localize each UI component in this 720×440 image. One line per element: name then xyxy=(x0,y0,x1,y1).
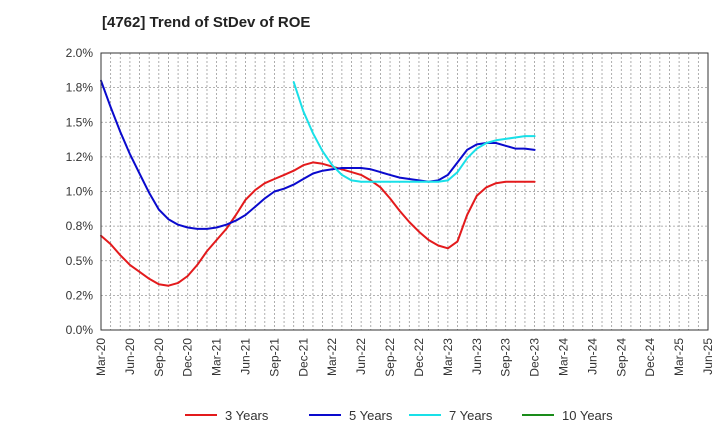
x-tick-label: Jun-21 xyxy=(239,338,253,375)
y-tick-label: 0.8% xyxy=(66,219,94,233)
x-tick-label: Mar-22 xyxy=(325,338,339,376)
y-tick-label: 1.8% xyxy=(66,81,94,95)
x-tick-label: Sep-24 xyxy=(614,338,628,377)
plot-frame xyxy=(100,52,709,331)
x-tick-label: Mar-23 xyxy=(441,338,455,376)
x-tick-label: Dec-23 xyxy=(528,338,542,377)
x-tick-label: Jun-23 xyxy=(470,338,484,375)
legend-label: 10 Years xyxy=(562,408,613,423)
x-tick-label: Sep-23 xyxy=(499,338,513,377)
x-tick-label: Dec-20 xyxy=(181,338,195,377)
axes: 0.0% 0.2% 0.5% 0.8% 1.0% 1.2% 1.5% 1.8% 2.0% Mar-… xyxy=(66,46,715,377)
x-tick-label: Sep-20 xyxy=(152,338,166,377)
y-tick-label: 1.2% xyxy=(66,150,94,164)
series-line-5-years xyxy=(100,79,536,230)
x-tick-label: Jun-24 xyxy=(585,338,599,375)
plot-background xyxy=(101,53,708,330)
x-tick-label: Mar-25 xyxy=(672,338,686,376)
x-tick-label: Sep-22 xyxy=(383,338,397,377)
legend-label: 3 Years xyxy=(225,408,269,423)
x-tick-label: Mar-21 xyxy=(210,338,224,376)
y-tick-label: 0.0% xyxy=(66,323,94,337)
x-tick-label: Jun-20 xyxy=(123,338,137,375)
legend-label: 7 Years xyxy=(449,408,493,423)
chart-title: [4762] Trend of StDev of ROE xyxy=(102,14,311,31)
y-tick-label: 0.5% xyxy=(66,254,94,268)
y-tick-label: 1.0% xyxy=(66,185,94,199)
x-tick-label: Sep-21 xyxy=(267,338,281,377)
series-lines xyxy=(100,79,536,287)
x-tick-label: Dec-22 xyxy=(412,338,426,377)
series-line-3-years xyxy=(100,161,536,287)
grid xyxy=(101,53,708,330)
x-tick-label: Mar-24 xyxy=(556,338,570,376)
legend: 3 Years 5 Years 7 Years 10 Years xyxy=(185,408,613,423)
x-tick-label: Jun-22 xyxy=(354,338,368,375)
x-tick-label: Jun-25 xyxy=(701,338,715,375)
y-tick-label: 2.0% xyxy=(66,46,94,60)
x-tick-label: Dec-24 xyxy=(643,338,657,377)
y-tick-label: 0.2% xyxy=(66,288,94,302)
series-line-7-years xyxy=(292,81,536,183)
plot-area xyxy=(101,53,708,330)
x-tick-label: Mar-20 xyxy=(94,338,108,376)
y-tick-label: 1.5% xyxy=(66,115,94,129)
x-tick-label: Dec-21 xyxy=(296,338,310,377)
legend-label: 5 Years xyxy=(349,408,393,423)
